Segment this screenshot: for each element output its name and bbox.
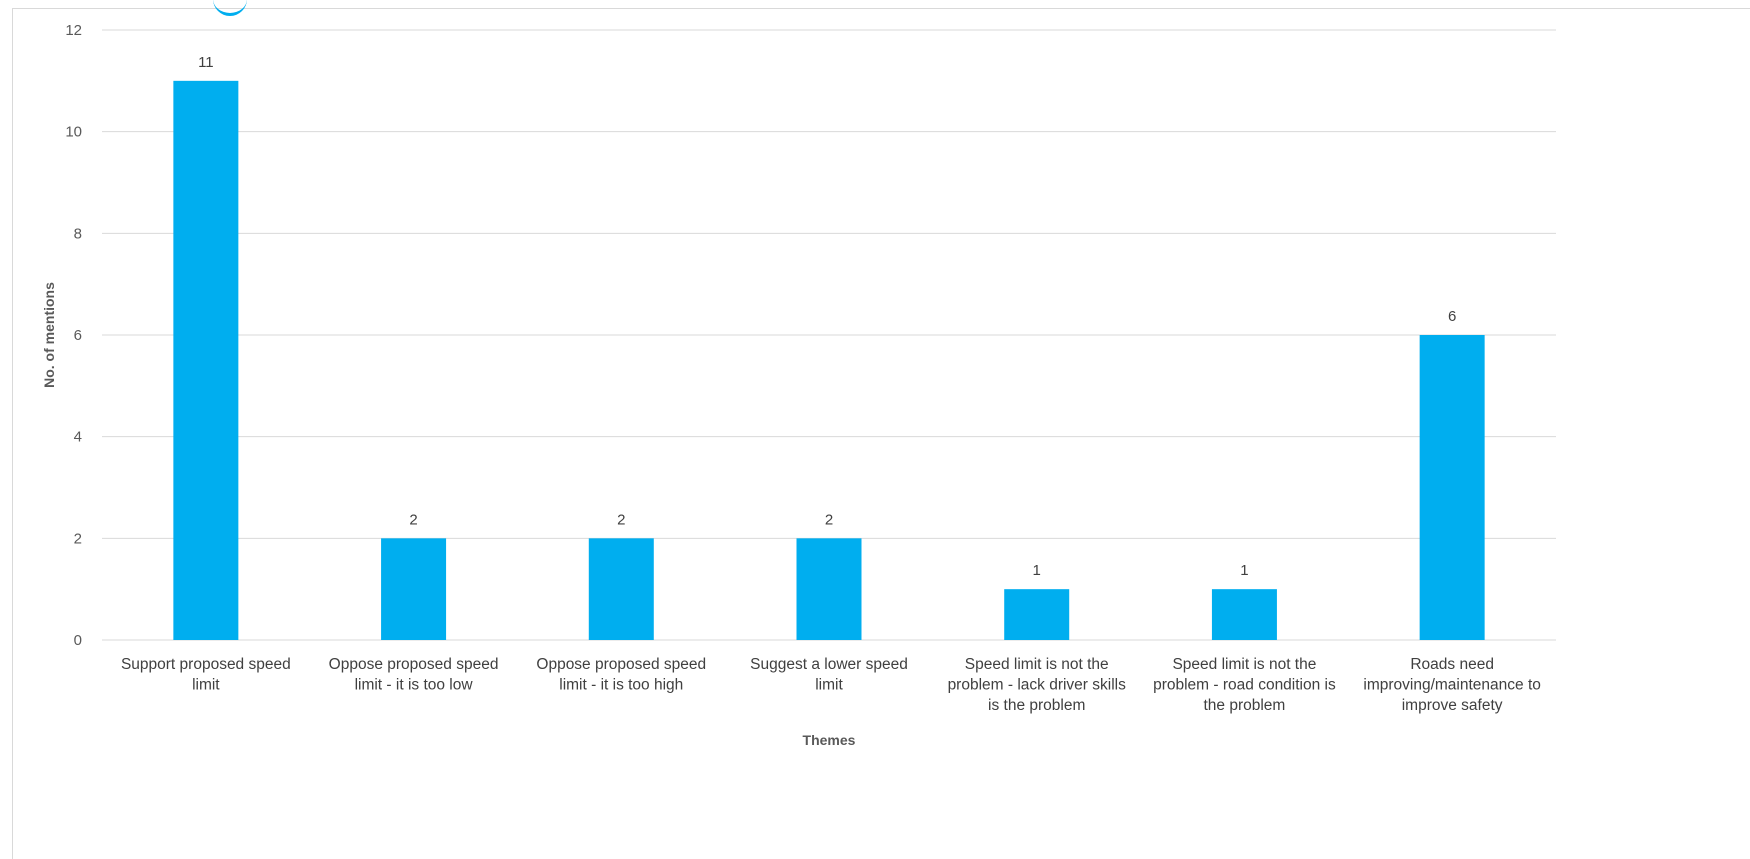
bar <box>1211 589 1277 640</box>
y-tick-label: 2 <box>74 530 82 547</box>
category-label-line: the problem <box>1203 697 1285 714</box>
category-label-line: improving/maintenance to <box>1363 677 1541 694</box>
y-tick-label: 0 <box>74 632 82 649</box>
data-label: 2 <box>825 511 833 528</box>
bars <box>173 80 1485 641</box>
x-axis-category-labels: Support proposed speed limit Oppose propos… <box>121 656 1541 714</box>
category-label-line: limit - it is too high <box>559 677 683 694</box>
data-label: 11 <box>198 54 214 71</box>
data-label: 6 <box>1448 308 1456 325</box>
data-labels: 112 2 21 16 <box>198 54 1456 579</box>
bar <box>1004 589 1070 640</box>
y-tick-label: 10 <box>65 124 82 141</box>
category-label: Oppose proposed speed limit - it is too h… <box>536 656 706 694</box>
category-label: Roads need improving/maintenance to improv… <box>1363 656 1541 714</box>
category-label: Speed limit is not the problem - lack dri… <box>948 656 1127 714</box>
category-label: Support proposed speed limit <box>121 656 291 694</box>
bar <box>796 538 862 640</box>
y-tick-label: 8 <box>74 225 82 242</box>
category-label-line: Suggest a lower speed <box>750 656 908 673</box>
category-label-line: is the problem <box>988 697 1085 714</box>
y-tick-label: 12 <box>65 22 82 39</box>
bar <box>381 538 447 640</box>
x-axis-title: Themes <box>803 732 856 748</box>
bar <box>588 538 654 640</box>
bar <box>1419 335 1485 640</box>
category-label: Suggest a lower speed limit <box>750 656 908 694</box>
y-tick-label: 6 <box>74 327 82 344</box>
category-label-line: problem - road condition is <box>1153 677 1336 694</box>
category-label-line: problem - lack driver skills <box>948 677 1127 694</box>
bar <box>173 80 239 641</box>
y-tick-label: 4 <box>74 429 82 446</box>
category-label-line: Roads need <box>1410 656 1494 673</box>
category-label-line: Speed limit is not the <box>1172 656 1316 673</box>
chart-frame <box>12 8 1750 859</box>
y-axis-tick-labels: 0 2 4 6 8 10 12 <box>65 22 82 649</box>
category-label: Oppose proposed speed limit - it is too l… <box>329 656 499 694</box>
category-label-line: limit <box>815 677 843 694</box>
data-label: 2 <box>617 511 625 528</box>
category-label-line: Oppose proposed speed <box>329 656 499 673</box>
data-label: 2 <box>409 511 417 528</box>
category-label: Speed limit is not the problem - road con… <box>1153 656 1336 714</box>
data-label: 1 <box>1240 562 1248 579</box>
category-label-line: Support proposed speed <box>121 656 291 673</box>
category-label-line: Speed limit is not the <box>965 656 1109 673</box>
category-label-line: Oppose proposed speed <box>536 656 706 673</box>
decorative-arc <box>213 0 247 16</box>
category-label-line: limit - it is too low <box>355 677 474 694</box>
data-label: 1 <box>1033 562 1041 579</box>
category-label-line: limit <box>192 677 220 694</box>
category-label-line: improve safety <box>1402 697 1503 714</box>
y-axis-title: No. of mentions <box>41 282 57 388</box>
